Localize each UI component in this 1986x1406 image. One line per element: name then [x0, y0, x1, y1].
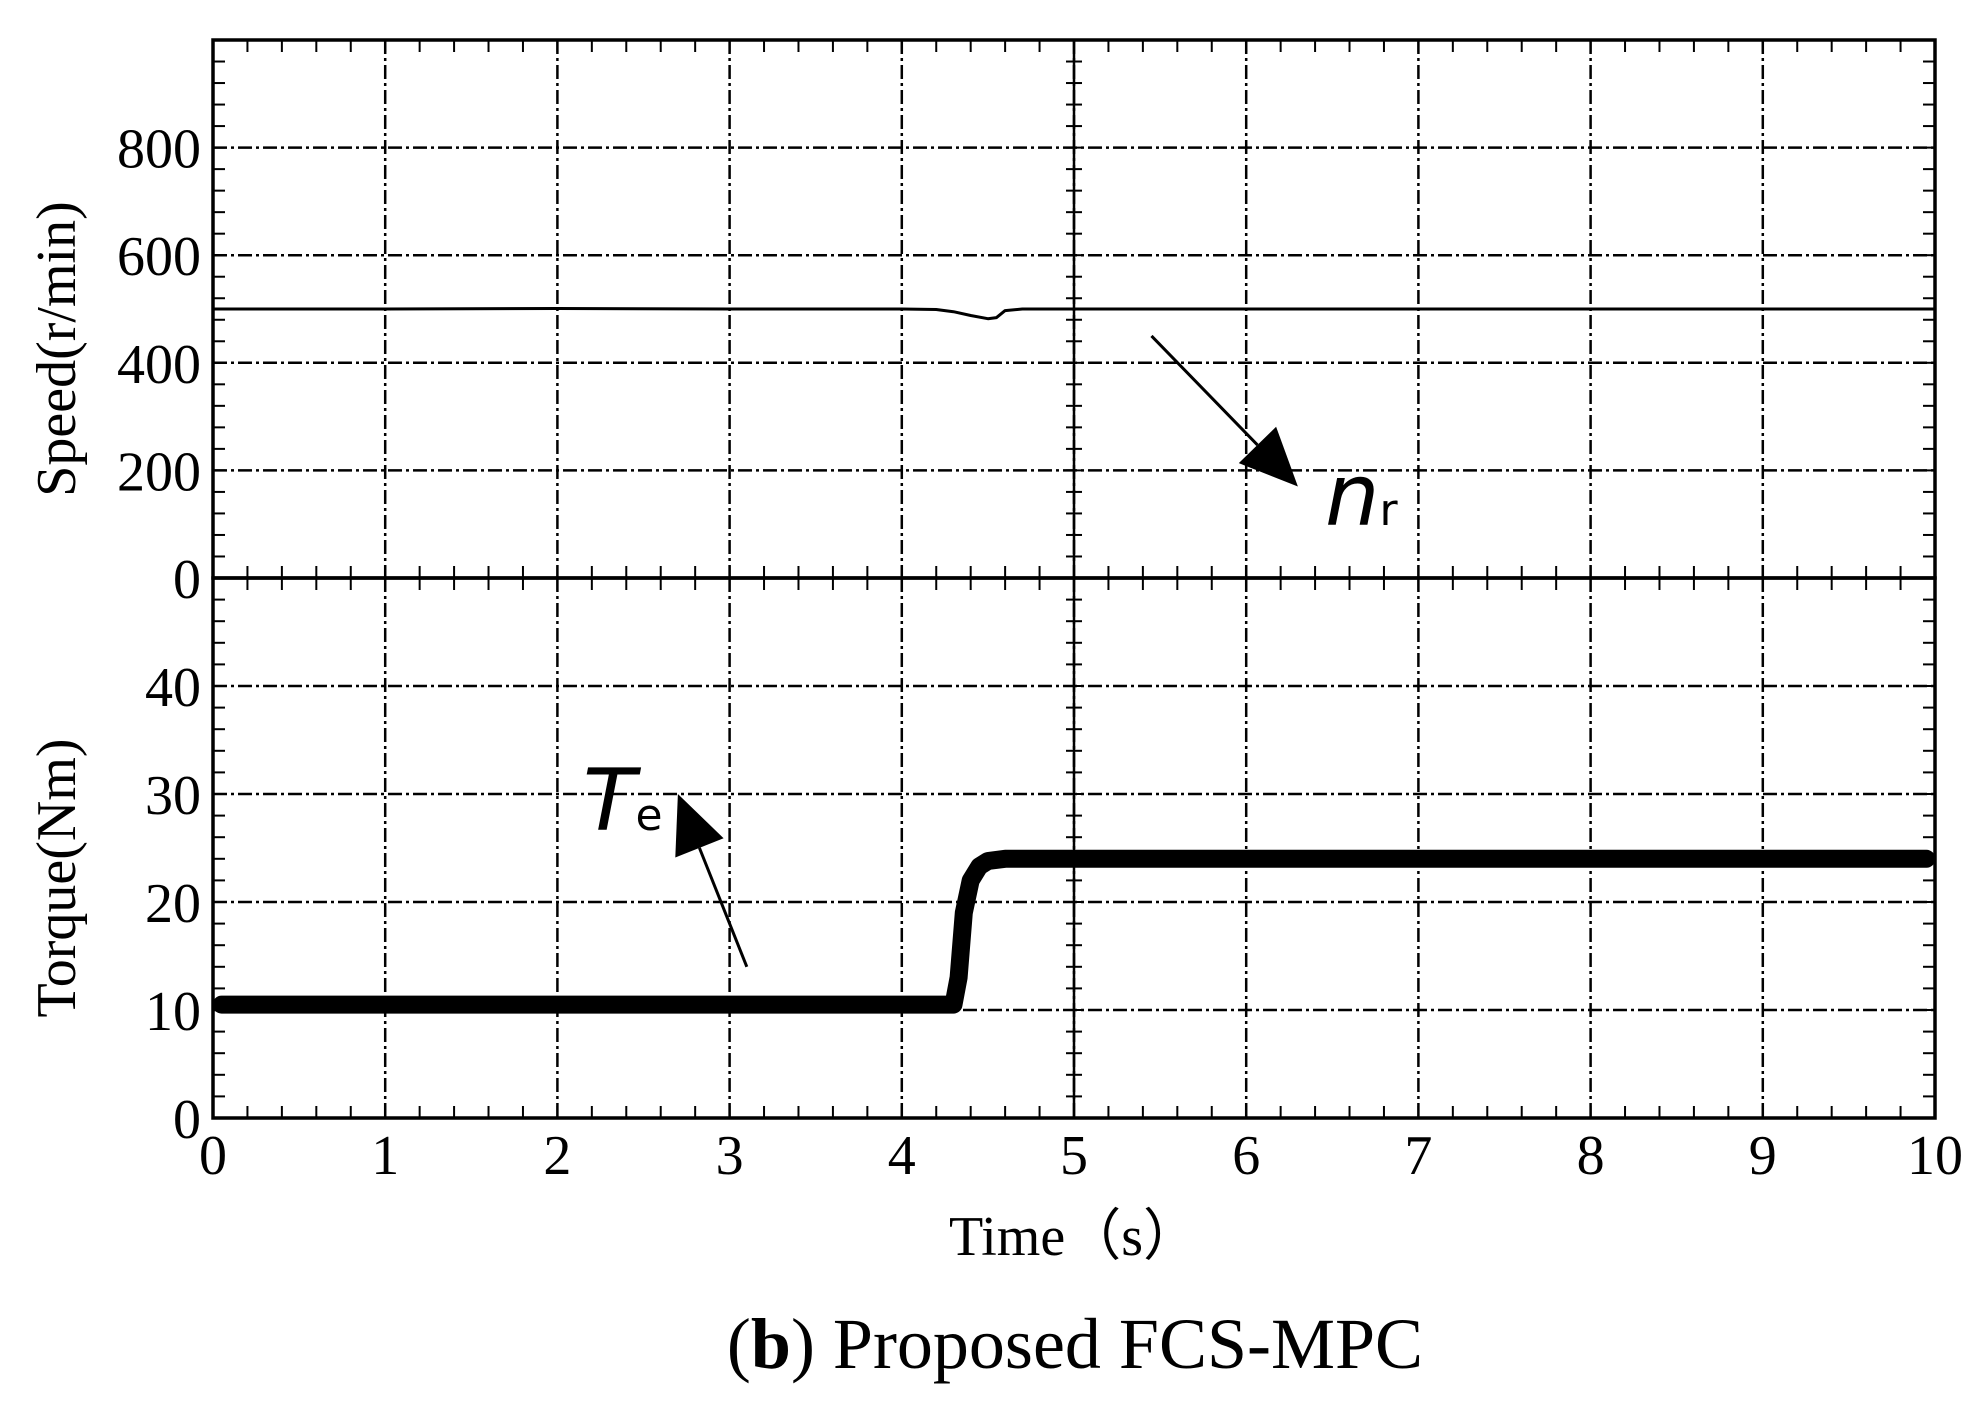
torque-arrow-line — [698, 847, 749, 968]
torque-axis-label: Torque(Nm) — [26, 738, 88, 1017]
speed-ytick-label: 800 — [117, 119, 201, 181]
caption-bold: b — [751, 1304, 791, 1384]
torque-ytick-label: 20 — [145, 873, 201, 935]
time-tick-labels: 0 1 2 3 4 5 6 7 8 9 10 — [199, 1125, 1963, 1187]
speed-annotation: nr — [1150, 334, 1399, 546]
speed-ytick-label: 0 — [173, 549, 201, 611]
figure-caption: (b) Proposed FCS-MPC — [727, 1304, 1423, 1384]
speed-arrow-line — [1150, 334, 1259, 446]
speed-ytick-label: 200 — [117, 441, 201, 503]
torque-ytick-label: 10 — [145, 981, 201, 1043]
time-tick-label: 8 — [1577, 1125, 1605, 1187]
torque-ytick-label: 0 — [173, 1089, 201, 1151]
torque-annotation-symbol: T — [583, 751, 642, 851]
torque-frame — [211, 576, 1937, 1120]
torque-ytick-label: 30 — [145, 765, 201, 827]
time-tick-label: 9 — [1749, 1125, 1777, 1187]
time-tick-label: 6 — [1232, 1125, 1260, 1187]
time-tick-label: 10 — [1907, 1125, 1963, 1187]
speed-annotation-symbol: n — [1325, 446, 1380, 546]
speed-annotation-label: nr — [1325, 446, 1399, 546]
torque-arrow-head — [675, 794, 724, 858]
speed-series — [211, 307, 1937, 321]
speed-annotation-subscript: r — [1380, 485, 1399, 536]
torque-ytick-label: 40 — [145, 657, 201, 719]
speed-panel: 0 200 400 600 800 Speed(r/min) nr — [26, 38, 1937, 611]
time-tick-label: 2 — [543, 1125, 571, 1187]
speed-series-line — [211, 307, 1937, 321]
time-tick-label: 7 — [1404, 1125, 1432, 1187]
torque-tick-labels: 0 10 20 30 40 — [145, 657, 201, 1151]
speed-tick-labels: 0 200 400 600 800 — [117, 119, 201, 611]
time-tick-label: 4 — [888, 1125, 916, 1187]
torque-annotation: Te — [583, 751, 749, 968]
torque-series-line — [212, 849, 1936, 1014]
torque-annotation-subscript: e — [636, 790, 663, 841]
caption-prefix: ( — [727, 1304, 751, 1384]
torque-annotation-label: Te — [583, 751, 663, 851]
caption-suffix: ) Proposed FCS-MPC — [791, 1304, 1423, 1384]
speed-arrow-head — [1238, 426, 1298, 487]
time-axis-label: Time（s） — [949, 1206, 1199, 1268]
torque-panel: 0 10 20 30 40 0 1 2 3 4 5 6 7 8 9 10 Torque(Nm) Time（s… — [26, 576, 1963, 1268]
time-tick-label: 1 — [371, 1125, 399, 1187]
torque-grid — [211, 576, 1937, 1120]
speed-ytick-label: 400 — [117, 334, 201, 396]
torque-series — [212, 849, 1936, 1014]
time-tick-label: 3 — [716, 1125, 744, 1187]
time-tick-label: 0 — [199, 1125, 227, 1187]
speed-axis-label: Speed(r/min) — [26, 201, 88, 496]
speed-ytick-label: 600 — [117, 226, 201, 288]
time-tick-label: 5 — [1060, 1125, 1088, 1187]
